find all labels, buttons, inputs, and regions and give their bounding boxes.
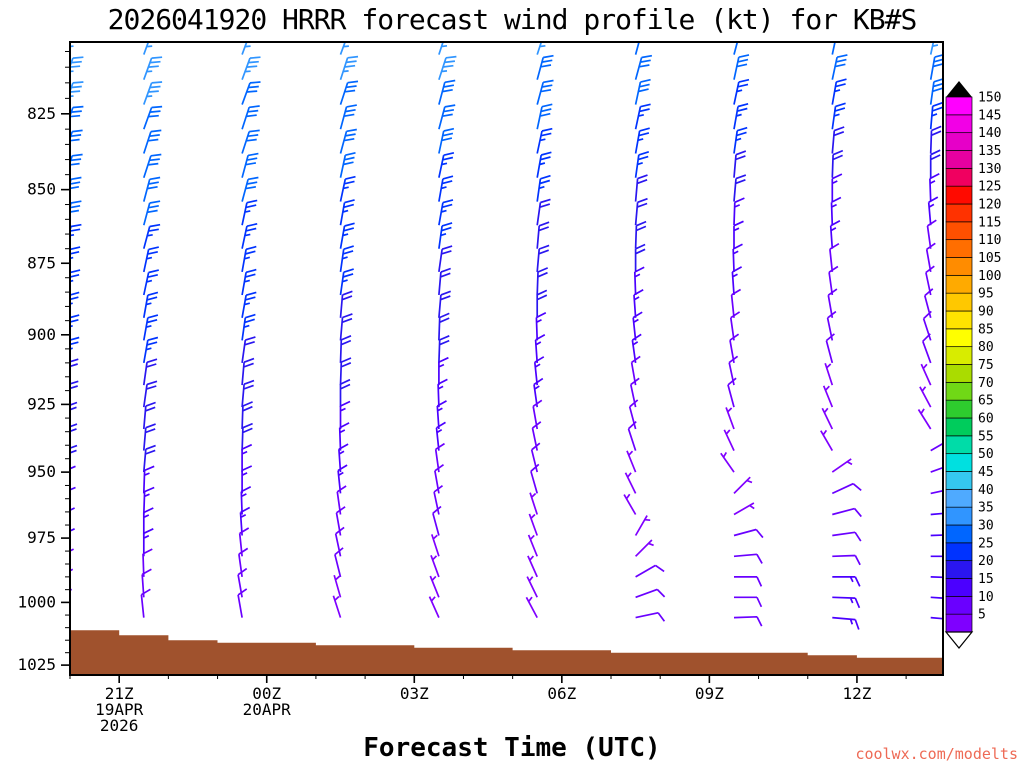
svg-text:850: 850 bbox=[27, 180, 56, 199]
svg-text:105: 105 bbox=[978, 251, 1001, 266]
svg-text:40: 40 bbox=[978, 483, 994, 498]
barb-column bbox=[70, 42, 84, 592]
svg-text:20: 20 bbox=[978, 554, 994, 569]
svg-text:21Z: 21Z bbox=[105, 684, 134, 703]
svg-text:10: 10 bbox=[978, 590, 994, 605]
barb-column bbox=[237, 42, 261, 618]
svg-text:03Z: 03Z bbox=[400, 684, 429, 703]
svg-text:00Z: 00Z bbox=[252, 684, 281, 703]
svg-text:1000: 1000 bbox=[17, 592, 56, 611]
svg-text:100: 100 bbox=[978, 269, 1001, 284]
watermark-text: coolwx.com/modelts bbox=[855, 745, 1018, 763]
svg-text:06Z: 06Z bbox=[547, 684, 576, 703]
svg-text:140: 140 bbox=[978, 126, 1001, 141]
svg-text:2026: 2026 bbox=[100, 716, 139, 735]
plot-border bbox=[69, 41, 944, 676]
svg-text:09Z: 09Z bbox=[695, 684, 724, 703]
svg-text:80: 80 bbox=[978, 340, 994, 355]
under-range-arrow bbox=[944, 631, 974, 649]
barb-column bbox=[428, 42, 457, 618]
svg-text:5: 5 bbox=[978, 608, 986, 623]
svg-text:55: 55 bbox=[978, 429, 994, 444]
svg-text:25: 25 bbox=[978, 536, 994, 551]
wind-barbs bbox=[70, 42, 943, 630]
svg-text:150: 150 bbox=[978, 91, 1001, 106]
chart-title: 2026041920 HRRR forecast wind profile (k… bbox=[107, 3, 918, 36]
over-range-arrow bbox=[946, 81, 972, 97]
colorbar: 5 10 15 20 25 30 35 40 45 50 55 60 65 70 75 80 85 90 95 100… bbox=[944, 81, 1001, 649]
svg-text:12Z: 12Z bbox=[842, 684, 871, 703]
svg-text:130: 130 bbox=[978, 162, 1001, 177]
svg-text:19APR: 19APR bbox=[95, 700, 144, 719]
barb-column bbox=[623, 42, 666, 622]
svg-text:20APR: 20APR bbox=[243, 700, 292, 719]
svg-text:950: 950 bbox=[27, 462, 56, 481]
svg-text:95: 95 bbox=[978, 287, 994, 302]
svg-text:60: 60 bbox=[978, 412, 994, 427]
svg-text:65: 65 bbox=[978, 394, 994, 409]
svg-text:50: 50 bbox=[978, 447, 994, 462]
svg-text:875: 875 bbox=[27, 253, 56, 272]
svg-text:120: 120 bbox=[978, 198, 1001, 213]
svg-text:70: 70 bbox=[978, 376, 994, 391]
barb-column bbox=[820, 42, 862, 630]
svg-text:975: 975 bbox=[27, 528, 56, 547]
svg-text:135: 135 bbox=[978, 144, 1001, 159]
svg-text:45: 45 bbox=[978, 465, 994, 480]
svg-text:125: 125 bbox=[978, 180, 1001, 195]
svg-text:75: 75 bbox=[978, 358, 994, 373]
svg-text:145: 145 bbox=[978, 108, 1001, 123]
svg-text:115: 115 bbox=[978, 215, 1001, 230]
barb-column bbox=[140, 42, 163, 618]
barb-column bbox=[525, 42, 554, 618]
x-axis-title: Forecast Time (UTC) bbox=[363, 733, 661, 763]
barb-column bbox=[332, 42, 359, 618]
svg-text:900: 900 bbox=[27, 325, 56, 344]
terrain-fill bbox=[70, 630, 943, 675]
svg-text:90: 90 bbox=[978, 305, 994, 320]
svg-text:30: 30 bbox=[978, 519, 994, 534]
svg-text:15: 15 bbox=[978, 572, 994, 587]
svg-text:825: 825 bbox=[27, 104, 56, 123]
barb-column bbox=[720, 42, 764, 627]
svg-text:925: 925 bbox=[27, 394, 56, 413]
svg-text:110: 110 bbox=[978, 233, 1001, 248]
y-axis-ticks: 825 850 875 900 925 950 975 1000 1025 bbox=[17, 50, 70, 674]
svg-text:1025: 1025 bbox=[17, 655, 56, 674]
svg-text:85: 85 bbox=[978, 322, 994, 337]
svg-text:35: 35 bbox=[978, 501, 994, 516]
